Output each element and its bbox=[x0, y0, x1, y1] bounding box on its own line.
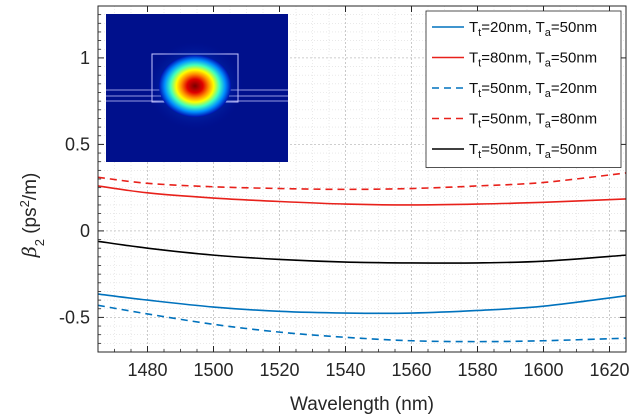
legend-label: Tt=50nm, Ta=20nm bbox=[469, 80, 597, 100]
legend-label-text: T bbox=[469, 111, 478, 128]
legend-label-text: T bbox=[469, 141, 478, 158]
mode-field bbox=[159, 55, 231, 117]
x-tick-label: 1620 bbox=[589, 360, 629, 380]
legend-label-text: =20nm, T bbox=[481, 19, 545, 36]
legend-label-subscript: a bbox=[545, 27, 552, 39]
legend-label-subscript: a bbox=[545, 58, 552, 70]
y-axis-subscript: 2 bbox=[32, 239, 47, 246]
series-line-3 bbox=[97, 304, 627, 343]
legend-label-text: =80nm, T bbox=[481, 50, 545, 67]
x-tick-label: 1500 bbox=[193, 360, 233, 380]
legend-label-subscript: a bbox=[545, 88, 552, 100]
axes: 1480 1500 1520 1540 1560 1580 1600 1620 1 0.5 0 -0.… bbox=[59, 5, 630, 380]
x-tick-label: 1480 bbox=[127, 360, 167, 380]
y-axis-title: β2 (ps2/m) bbox=[17, 173, 47, 259]
x-tick-label: 1560 bbox=[391, 360, 431, 380]
legend-label-subscript: a bbox=[545, 119, 552, 131]
y-tick-label: 1 bbox=[80, 48, 90, 68]
y-tick-label: 0.5 bbox=[65, 134, 90, 154]
x-tick-label: 1540 bbox=[325, 360, 365, 380]
legend-label-text: =50nm bbox=[551, 141, 597, 158]
legend-label-text: T bbox=[469, 80, 478, 97]
legend-label-text: =20nm bbox=[551, 80, 597, 97]
plot-frame bbox=[97, 5, 627, 353]
legend-label-text: T bbox=[469, 19, 478, 36]
legend-label-subscript: t bbox=[478, 58, 481, 70]
y-axis-unit-prefix: (ps bbox=[20, 207, 41, 239]
x-tick-label: 1580 bbox=[457, 360, 497, 380]
y-axis-superscript: 2 bbox=[17, 200, 32, 207]
legend-label-subscript: t bbox=[478, 88, 481, 100]
x-tick-label: 1600 bbox=[523, 360, 563, 380]
series-line-4 bbox=[97, 172, 627, 191]
x-axis-title: Wavelength (nm) bbox=[290, 394, 434, 415]
series-line-2 bbox=[97, 185, 627, 206]
series-layer bbox=[97, 172, 627, 343]
series-line-1 bbox=[97, 293, 627, 315]
y-tick-label: 0 bbox=[80, 221, 90, 241]
y-axis-unit-suffix: /m) bbox=[20, 173, 41, 200]
x-tick-label: 1520 bbox=[259, 360, 299, 380]
legend-label-text: =50nm, T bbox=[481, 111, 545, 128]
legend-label-text: =80nm bbox=[551, 111, 597, 128]
legend-label-text: T bbox=[469, 50, 478, 67]
legend-label-subscript: a bbox=[545, 149, 552, 161]
legend-label: Tt=20nm, Ta=50nm bbox=[469, 19, 597, 39]
y-axis-symbol: β bbox=[19, 246, 41, 258]
legend-label-subscript: t bbox=[478, 149, 481, 161]
series-line-5 bbox=[97, 240, 627, 264]
legend-label-text: =50nm bbox=[551, 19, 597, 36]
legend-label-text: =50nm bbox=[551, 50, 597, 67]
legend-label: Tt=50nm, Ta=80nm bbox=[469, 111, 597, 131]
y-tick-label: -0.5 bbox=[59, 307, 90, 327]
legend-box bbox=[425, 10, 622, 168]
legend-label-subscript: t bbox=[478, 27, 481, 39]
mode-profile-inset bbox=[106, 14, 288, 162]
legend-label-text: =50nm, T bbox=[481, 80, 545, 97]
legend-label: Tt=80nm, Ta=50nm bbox=[469, 50, 597, 70]
legend-label-subscript: t bbox=[478, 119, 481, 131]
legend-label: Tt=50nm, Ta=50nm bbox=[469, 141, 597, 161]
legend-label-text: =50nm, T bbox=[481, 141, 545, 158]
